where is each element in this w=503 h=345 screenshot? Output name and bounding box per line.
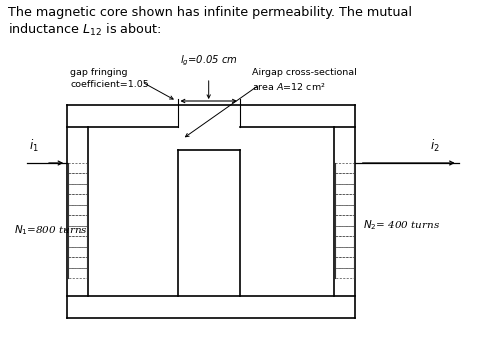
Text: The magnetic core shown has infinite permeability. The mutual: The magnetic core shown has infinite per… xyxy=(8,6,411,19)
Text: $N_1$=800 turns: $N_1$=800 turns xyxy=(15,223,89,237)
Text: $i_2$: $i_2$ xyxy=(430,138,440,154)
Text: $N_2$= 400 turns: $N_2$= 400 turns xyxy=(363,218,440,232)
Text: inductance $L_{12}$ is about:: inductance $L_{12}$ is about: xyxy=(8,22,161,38)
Text: $l_g$=0.05 cm: $l_g$=0.05 cm xyxy=(180,53,237,68)
Text: $i_1$: $i_1$ xyxy=(29,138,39,154)
Text: gap fringing
coefficient=1.05: gap fringing coefficient=1.05 xyxy=(70,68,149,89)
Text: Airgap cross-sectional
area $A$=12 cm²: Airgap cross-sectional area $A$=12 cm² xyxy=(253,68,357,92)
